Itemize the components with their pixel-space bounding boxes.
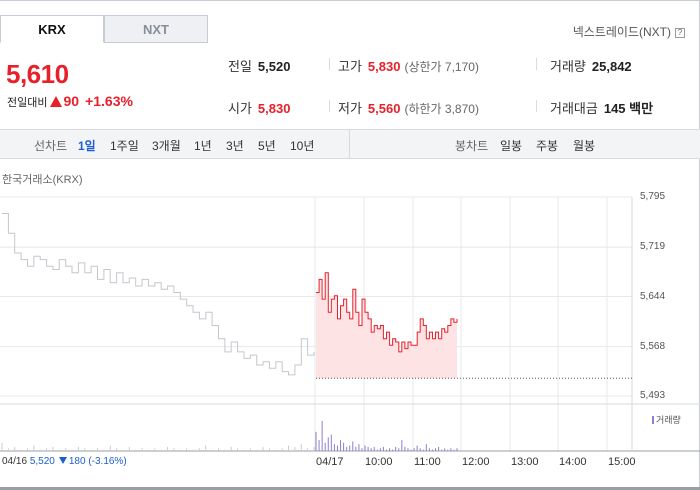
chart-source: 한국거래소(KRX) bbox=[2, 174, 83, 186]
prev-day-price: 5,520 bbox=[29, 456, 55, 467]
x-tick-label: 14:00 bbox=[559, 456, 587, 468]
prev-day-line bbox=[2, 213, 315, 376]
prev-day-date: 04/16 bbox=[2, 456, 28, 467]
line-chart-label: 선차트 bbox=[34, 139, 68, 153]
x-tick-label: 13:00 bbox=[511, 456, 539, 468]
tab-krx[interactable]: KRX bbox=[0, 15, 104, 43]
today-line bbox=[316, 272, 458, 353]
stat-label: 고가 bbox=[338, 59, 362, 74]
stat-amount: 거래대금 145 백만 bbox=[550, 98, 653, 117]
period-10y[interactable]: 10년 bbox=[290, 139, 315, 153]
y-tick-label: 5,795 bbox=[640, 191, 666, 202]
stat-value: 5,520 bbox=[257, 59, 291, 74]
change-value: 90 bbox=[63, 93, 80, 109]
bottom-border bbox=[0, 487, 700, 490]
divider bbox=[536, 58, 537, 70]
x-tick-label: 15:00 bbox=[608, 456, 636, 468]
x-tick-label: 04/17 bbox=[316, 456, 344, 468]
current-price: 5,610 bbox=[6, 59, 69, 89]
period-monthly[interactable]: 월봉 bbox=[573, 139, 596, 153]
period-1d[interactable]: 1일 bbox=[78, 139, 96, 153]
divider bbox=[536, 100, 537, 112]
stat-label: 거래량 bbox=[550, 59, 586, 74]
y-tick-label: 5,719 bbox=[640, 241, 666, 253]
lower-limit: (하한가 3,870) bbox=[404, 102, 479, 116]
period-weekly[interactable]: 주봉 bbox=[536, 139, 559, 153]
stat-value: 5,830 bbox=[367, 59, 401, 74]
divider bbox=[329, 100, 330, 112]
period-3y[interactable]: 3년 bbox=[226, 139, 244, 153]
tab-nxt[interactable]: NXT bbox=[104, 15, 208, 43]
toolbar-divider bbox=[349, 130, 350, 158]
stat-label: 거래대금 bbox=[550, 101, 598, 116]
period-daily[interactable]: 일봉 bbox=[500, 139, 523, 153]
stat-label: 전일 bbox=[228, 59, 252, 74]
stat-prev-close: 전일 5,520 bbox=[228, 56, 290, 75]
today-area bbox=[316, 272, 457, 379]
stat-open: 시가 5,830 bbox=[228, 98, 290, 117]
price-chart[interactable] bbox=[0, 181, 700, 481]
period-5y[interactable]: 5년 bbox=[258, 139, 276, 153]
stat-value: 25,842 bbox=[591, 59, 632, 74]
x-tick-label: 12:00 bbox=[462, 456, 490, 468]
period-1y[interactable]: 1년 bbox=[194, 139, 212, 153]
stat-high: 고가 5,830 (상한가 7,170) bbox=[338, 56, 479, 75]
nxt-link-label: 넥스트레이드(NXT) bbox=[572, 25, 671, 39]
volume-legend: 거래량 bbox=[652, 413, 681, 426]
upper-limit: (상한가 7,170) bbox=[404, 60, 479, 74]
period-1w[interactable]: 1주일 bbox=[110, 139, 139, 153]
prev-day-change: 180 bbox=[68, 456, 86, 467]
prev-day-pct: (-3.16%) bbox=[88, 456, 127, 467]
stat-value: 145 백만 bbox=[603, 101, 654, 116]
x-tick-label: 10:00 bbox=[365, 456, 393, 468]
candle-chart-label: 봉차트 bbox=[455, 139, 489, 153]
chart-toolbar: 선차트 1일 1주일 3개월 1년 3년 5년 10년 봉차트 일봉 주봉 월봉 bbox=[0, 129, 700, 159]
stat-label: 저가 bbox=[338, 101, 362, 116]
help-icon[interactable]: ? bbox=[675, 28, 685, 38]
down-arrow-icon bbox=[58, 457, 67, 464]
prev-day-info: 04/16 5,520 180 (-3.16%) bbox=[2, 456, 127, 467]
stat-value: 5,830 bbox=[257, 101, 291, 116]
stat-volume: 거래량 25,842 bbox=[550, 56, 632, 75]
price-change: 전일대비 90 +1.63% bbox=[7, 93, 133, 110]
period-3m[interactable]: 3개월 bbox=[152, 139, 181, 153]
up-arrow-icon bbox=[50, 96, 63, 107]
x-tick-label: 11:00 bbox=[414, 456, 441, 468]
stat-label: 시가 bbox=[228, 101, 252, 116]
nxt-help-link[interactable]: 넥스트레이드(NXT)? bbox=[573, 23, 685, 40]
change-percent: +1.63% bbox=[85, 93, 133, 109]
stat-low: 저가 5,560 (하한가 3,870) bbox=[338, 98, 479, 117]
change-label: 전일대비 bbox=[7, 97, 48, 109]
y-tick-label: 5,493 bbox=[640, 390, 666, 401]
y-tick-label: 5,644 bbox=[640, 290, 666, 302]
y-tick-label: 5,568 bbox=[640, 340, 666, 352]
divider bbox=[329, 58, 330, 70]
stat-value: 5,560 bbox=[367, 101, 401, 116]
